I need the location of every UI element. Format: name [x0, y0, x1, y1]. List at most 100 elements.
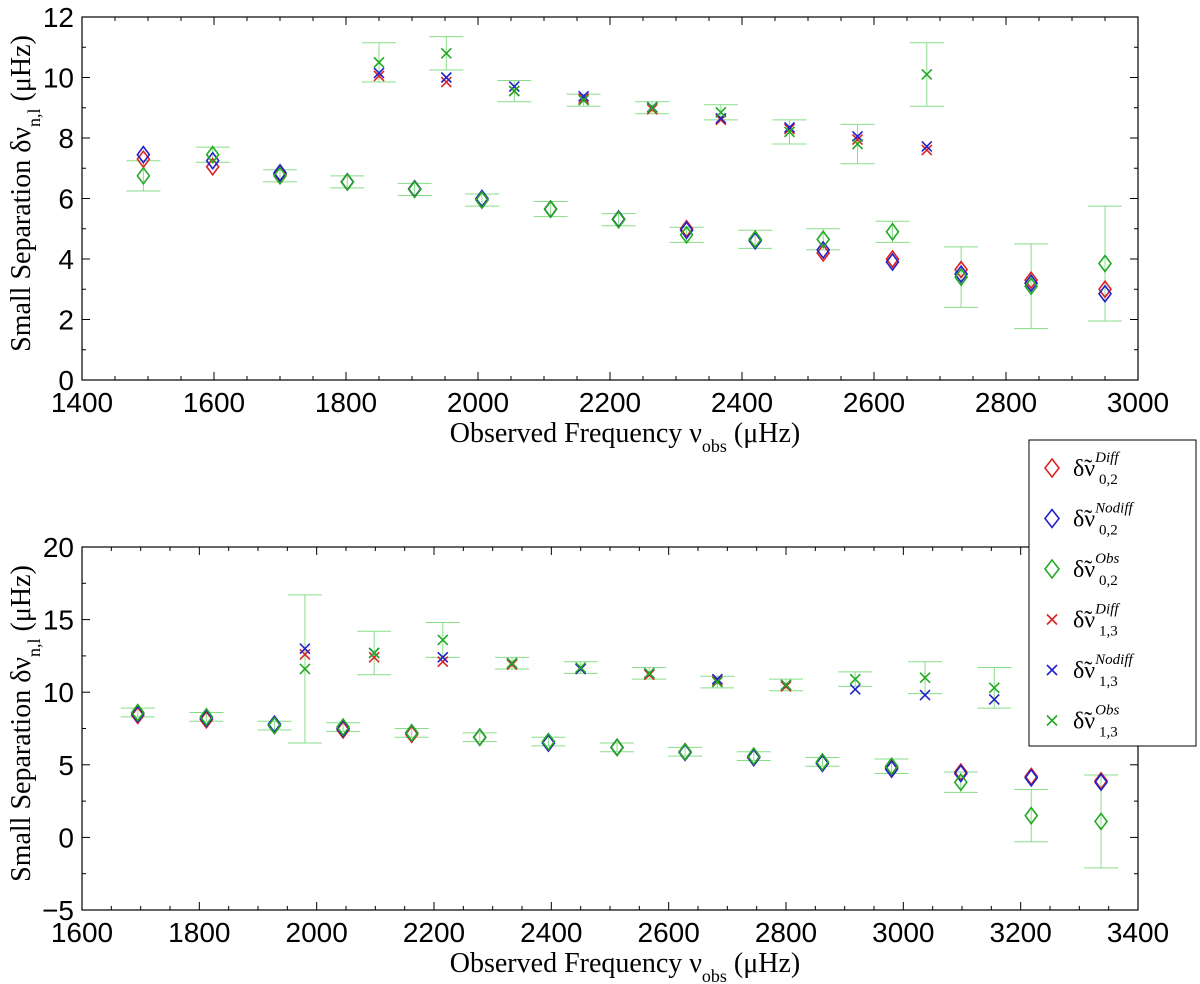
data-point-obs_13 [506, 657, 518, 669]
x-tick-label: 1800 [168, 917, 230, 948]
data-point-obs_02 [543, 199, 558, 219]
data-point-obs_13 [711, 676, 723, 688]
data-point-diff_02 [884, 758, 899, 778]
data-point-obs_13 [715, 106, 727, 118]
data-point-nodiff_13 [575, 663, 587, 675]
x-tick-label: 2000 [447, 387, 509, 418]
x-tick-label: 2800 [975, 387, 1037, 418]
data-point-obs_13 [919, 672, 931, 684]
legend-marker-diff_02 [1043, 457, 1061, 479]
data-point-diff_02 [336, 720, 351, 740]
data-point-diff_02 [1098, 279, 1112, 299]
legend: δ̃νDiff 0,2 δ̃νNodiff 0,2 δ̃νObs 0,2 δ̃νDiff 1,… [1028, 439, 1197, 747]
data-point-obs_02 [1024, 276, 1039, 296]
data-point-nodiff_02 [1094, 772, 1109, 792]
data-point-nodiff_02 [815, 754, 830, 773]
data-point-nodiff_02 [748, 231, 763, 251]
data-point-diff_02 [404, 724, 419, 744]
data-point-nodiff_13 [849, 683, 861, 695]
data-point-obs_02 [273, 166, 287, 186]
data-point-diff_02 [1094, 771, 1109, 791]
x-tick-label: 2000 [286, 917, 348, 948]
data-point-obs_02 [746, 746, 761, 766]
data-point-nodiff_02 [1098, 284, 1112, 304]
data-point-nodiff_02 [953, 764, 968, 783]
legend-label-obs_13: δ̃νObs 1,3 [1073, 703, 1120, 741]
data-point-obs_13 [437, 634, 449, 646]
data-point-diff_02 [1024, 767, 1039, 786]
data-point-nodiff_02 [474, 189, 489, 208]
y-axis-label: Small Separation δνn,l (μHz) [6, 35, 44, 352]
data-point-obs_02 [267, 716, 282, 735]
data-point-diff_13 [578, 93, 590, 105]
x-axis-label: Observed Frequency νobs (μHz) [450, 948, 800, 984]
legend-label-diff_02: δ̃νDiff 0,2 [1073, 450, 1120, 488]
data-point-nodiff_02 [199, 709, 214, 728]
data-point-obs_02 [611, 210, 626, 230]
x-tick-label: 2200 [403, 917, 465, 948]
data-point-obs_02 [679, 225, 694, 245]
data-point-nodiff_02 [267, 714, 282, 734]
y-tick-label: 8 [58, 123, 74, 154]
y-tick-label: 10 [43, 63, 74, 94]
data-point-obs_02 [472, 727, 487, 747]
x-tick-label: 3000 [1107, 387, 1169, 418]
data-point-diff_02 [953, 762, 968, 782]
y-tick-label: 0 [58, 365, 74, 396]
data-point-diff_02 [273, 164, 287, 184]
data-point-obs_13 [780, 679, 792, 691]
data-point-diff_13 [368, 651, 380, 663]
data-point-obs_13 [368, 647, 380, 659]
legend-label-nodiff_13: δ̃νNodiff 1,3 [1073, 652, 1135, 690]
data-point-obs_02 [205, 145, 220, 164]
data-point-obs_02 [815, 752, 830, 772]
data-point-nodiff_02 [884, 759, 899, 779]
x-tick-label: 2400 [711, 387, 773, 418]
data-point-diff_13 [851, 133, 864, 146]
data-point-obs_13 [575, 661, 587, 674]
data-point-obs_02 [474, 190, 489, 210]
data-point-obs_13 [578, 94, 590, 106]
data-point-diff_02 [954, 260, 969, 279]
data-point-nodiff_02 [541, 733, 556, 753]
data-point-obs_02 [1024, 806, 1039, 825]
data-point-diff_13 [921, 144, 933, 156]
data-point-nodiff_13 [783, 121, 796, 133]
data-point-obs_13 [783, 126, 796, 138]
data-point-diff_02 [885, 249, 900, 269]
data-point-diff_13 [711, 675, 723, 687]
data-point-obs_02 [954, 267, 969, 287]
data-point-diff_02 [130, 706, 145, 725]
x-tick-label: 3000 [872, 917, 934, 948]
data-point-obs_02 [816, 230, 831, 249]
data-point-diff_02 [679, 219, 694, 239]
data-point-obs_02 [1098, 254, 1112, 273]
data-point-nodiff_13 [711, 673, 723, 685]
data-point-nodiff_02 [130, 704, 145, 724]
data-point-diff_02 [199, 710, 214, 730]
y-axis-label: Small Separation δνn,l (μHz) [6, 565, 44, 882]
chart-panel-1: 1400 1600 1800 2000 2200 2400 2600 2800 3000 0 2 4 6… [6, 2, 1169, 456]
y-tick-label: 0 [58, 822, 74, 853]
legend-box [1028, 439, 1197, 747]
data-point-nodiff_02 [1024, 273, 1039, 293]
data-point-obs_02 [404, 723, 419, 743]
x-tick-label: 2800 [755, 917, 817, 948]
data-point-nodiff_02 [816, 240, 831, 260]
x-tick-label: 1400 [51, 387, 113, 418]
x-tick-label: 2200 [579, 387, 641, 418]
legend-marker-nodiff_13 [1046, 664, 1058, 676]
data-point-obs_02 [130, 703, 145, 722]
data-point-obs_02 [336, 717, 351, 737]
legend-marker-nodiff_02 [1043, 508, 1061, 529]
data-point-nodiff_13 [437, 651, 449, 663]
data-point-obs_13 [849, 673, 861, 685]
data-point-nodiff_13 [299, 643, 311, 655]
data-point-obs_02 [885, 222, 900, 242]
data-point-nodiff_02 [679, 220, 694, 240]
y-tick-label: 10 [43, 677, 74, 708]
x-tick-label: 1600 [183, 387, 245, 418]
data-point-obs_02 [541, 732, 556, 751]
y-tick-label: 5 [58, 750, 74, 781]
